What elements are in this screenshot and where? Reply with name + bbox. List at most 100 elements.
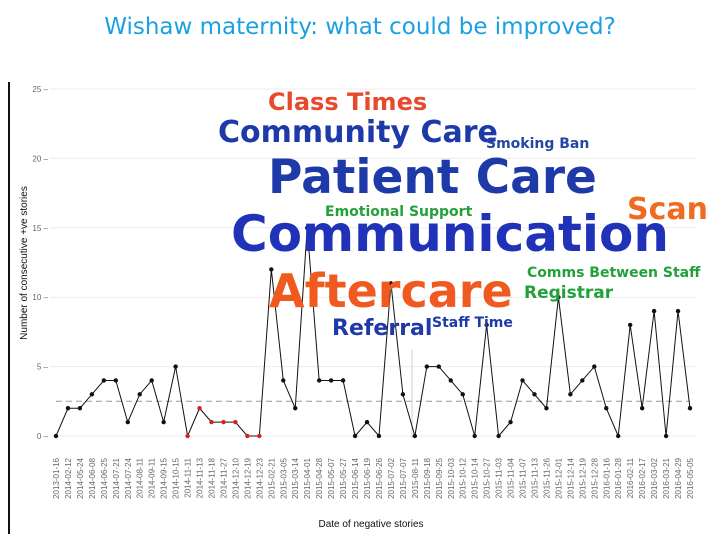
data-point bbox=[149, 378, 154, 383]
x-tick-label: 2015-12-19 bbox=[578, 457, 587, 498]
data-point bbox=[675, 308, 681, 314]
x-tick-label: 2015-03-05 bbox=[279, 457, 288, 498]
x-tick-label: 2014-11-27 bbox=[219, 457, 228, 498]
x-tick-label: 2015-10-03 bbox=[447, 457, 456, 498]
data-point bbox=[520, 378, 525, 383]
data-point bbox=[687, 406, 693, 411]
data-point bbox=[173, 364, 178, 369]
x-tick-label: 2015-11-03 bbox=[495, 457, 504, 498]
data-point bbox=[424, 364, 430, 369]
y-tick-label: 20 – bbox=[32, 154, 48, 163]
x-tick-label: 2014-06-25 bbox=[100, 457, 109, 498]
x-tick-label: 2016-01-28 bbox=[614, 457, 623, 498]
data-point bbox=[89, 392, 95, 397]
x-tick-label: 2014-11-18 bbox=[208, 457, 217, 498]
data-point bbox=[568, 392, 573, 397]
x-tick-label: 2015-05-07 bbox=[327, 457, 336, 498]
data-point bbox=[328, 378, 334, 383]
x-tick-label: 2016-02-17 bbox=[638, 457, 647, 498]
x-tick-label: 2014-08-11 bbox=[136, 457, 145, 498]
word-cloud-item: Patient Care bbox=[268, 150, 597, 205]
data-point bbox=[305, 225, 310, 230]
x-tick-label: 2015-03-14 bbox=[291, 457, 300, 498]
data-points bbox=[53, 225, 693, 439]
x-tick-label: 2015-11-04 bbox=[507, 457, 516, 498]
x-tick-label: 2015-06-14 bbox=[351, 457, 360, 498]
x-tick-label: 2014-02-12 bbox=[64, 457, 73, 498]
data-point bbox=[580, 378, 585, 383]
data-point bbox=[364, 419, 370, 425]
x-tick-label: 2014-10-15 bbox=[172, 457, 181, 498]
y-axis-label: Number of consecutive +ve stories bbox=[19, 186, 30, 340]
x-tick-label: 2015-10-27 bbox=[483, 457, 492, 498]
data-point bbox=[125, 419, 130, 425]
data-point bbox=[281, 378, 286, 383]
x-tick-label: 2014-12-19 bbox=[243, 457, 252, 498]
data-point bbox=[472, 433, 477, 439]
data-point bbox=[221, 419, 226, 425]
y-axis-ticks: 0 – 5 – 10 – 15 – 20 – 25 – bbox=[32, 85, 48, 441]
word-cloud-item: Communication bbox=[231, 205, 669, 263]
word-cloud-item: Aftercare bbox=[269, 264, 513, 318]
data-point bbox=[352, 433, 358, 439]
x-tick-label: 2015-05-27 bbox=[339, 457, 348, 498]
x-tick-label: 2014-05-24 bbox=[76, 457, 85, 498]
x-tick-label: 2014-11-11 bbox=[184, 457, 193, 497]
x-tick-label: 2014-09-11 bbox=[148, 457, 157, 498]
x-tick-label: 2015-09-25 bbox=[435, 457, 444, 498]
slide-title: Wishaw maternity: what could be improved… bbox=[104, 14, 616, 40]
y-tick-label: 15 – bbox=[32, 224, 48, 233]
x-tick-label: 2015-11-26 bbox=[542, 457, 551, 498]
data-point bbox=[269, 267, 274, 272]
x-tick-label: 2015-12-14 bbox=[566, 457, 575, 498]
x-tick-label: 2015-07-02 bbox=[387, 457, 396, 498]
x-axis-ticks: 2013-01-16 2014-02-12 2014-05-24 2014-06-08… bbox=[52, 457, 695, 498]
data-point bbox=[209, 419, 214, 425]
word-cloud-item: Community Care bbox=[218, 115, 498, 150]
data-point bbox=[233, 419, 238, 425]
x-tick-label: 2015-09-18 bbox=[423, 457, 432, 498]
data-point bbox=[627, 322, 633, 328]
data-point bbox=[448, 378, 453, 383]
data-point bbox=[245, 433, 250, 439]
word-cloud-item: Registrar bbox=[524, 283, 614, 303]
chart-grid bbox=[50, 88, 695, 437]
data-point bbox=[77, 406, 83, 411]
data-point bbox=[663, 433, 669, 439]
x-tick-label: 2016-04-29 bbox=[674, 457, 683, 498]
data-point bbox=[161, 419, 166, 425]
x-tick-label: 2015-10-14 bbox=[471, 457, 480, 498]
data-point bbox=[460, 392, 465, 397]
x-tick-label: 2014-11-13 bbox=[196, 457, 205, 498]
data-point bbox=[604, 406, 609, 411]
x-tick-label: 2014-07-21 bbox=[112, 457, 121, 498]
slide-left-border bbox=[8, 82, 10, 534]
x-tick-label: 2013-01-16 bbox=[52, 457, 61, 498]
word-cloud-item: Class Times bbox=[268, 88, 428, 116]
x-tick-label: 2016-01-16 bbox=[602, 457, 611, 498]
x-tick-label: 2014-06-08 bbox=[88, 457, 97, 498]
x-tick-label: 2016-03-21 bbox=[662, 457, 671, 498]
x-tick-label: 2015-12-28 bbox=[590, 457, 599, 498]
x-tick-label: 2015-12-01 bbox=[554, 457, 563, 498]
x-tick-label: 2015-02-21 bbox=[267, 457, 276, 498]
data-point bbox=[113, 378, 119, 383]
word-cloud-item: Staff Time bbox=[432, 315, 513, 331]
word-cloud-item: Comms Between Staff bbox=[527, 265, 701, 281]
data-point bbox=[340, 378, 346, 383]
data-point bbox=[544, 406, 549, 411]
data-point bbox=[137, 392, 142, 397]
y-tick-label: 10 – bbox=[32, 293, 48, 302]
data-point bbox=[101, 378, 107, 383]
data-point bbox=[592, 364, 597, 369]
data-point bbox=[556, 295, 561, 300]
word-cloud-item: Scan bbox=[627, 192, 708, 227]
x-tick-label: 2016-05-05 bbox=[686, 457, 695, 498]
data-point bbox=[388, 281, 394, 286]
data-point bbox=[293, 406, 298, 411]
x-tick-label: 2015-06-19 bbox=[363, 457, 372, 498]
word-cloud-item: Emotional Support bbox=[325, 204, 473, 220]
data-point bbox=[508, 419, 513, 425]
data-point bbox=[412, 433, 418, 439]
